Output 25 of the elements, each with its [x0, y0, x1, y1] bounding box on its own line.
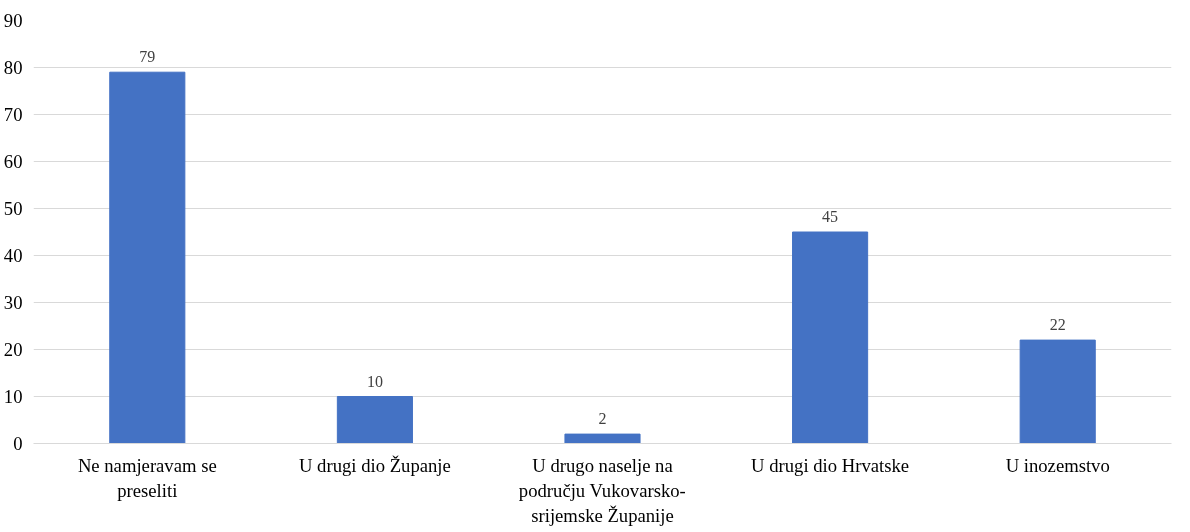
bar — [1019, 339, 1096, 444]
y-tick-label: 50 — [3, 198, 23, 219]
bar — [109, 71, 186, 444]
y-tick-label: 80 — [3, 57, 23, 78]
y-tick-label: 70 — [3, 104, 23, 125]
y-tick-label: 0 — [13, 433, 23, 454]
data-label: 2 — [598, 410, 607, 428]
y-tick-label: 10 — [3, 386, 23, 407]
x-tick-label: U drugi dio Županje — [299, 454, 451, 476]
data-label: 79 — [139, 48, 156, 66]
y-tick-label: 30 — [3, 292, 23, 313]
bar — [792, 231, 869, 444]
x-tick-label: U drugo naselje na području Vukovarsko-srijemske Županije — [518, 454, 686, 526]
y-tick-label: 90 — [3, 10, 23, 31]
data-label: 22 — [1049, 316, 1066, 334]
x-tick-label: U inozemstvo — [1005, 454, 1110, 476]
x-tick-label: U drugi dio Hrvatske — [751, 454, 910, 476]
y-tick-label: 40 — [3, 245, 23, 266]
data-label: 45 — [822, 208, 839, 225]
y-tick-label: 20 — [3, 339, 23, 360]
data-label: 10 — [366, 372, 383, 390]
bar — [564, 433, 641, 444]
bar — [336, 396, 413, 444]
y-tick-label: 60 — [3, 151, 23, 172]
x-tick-label: Ne namjeravam se preseliti — [77, 454, 217, 501]
